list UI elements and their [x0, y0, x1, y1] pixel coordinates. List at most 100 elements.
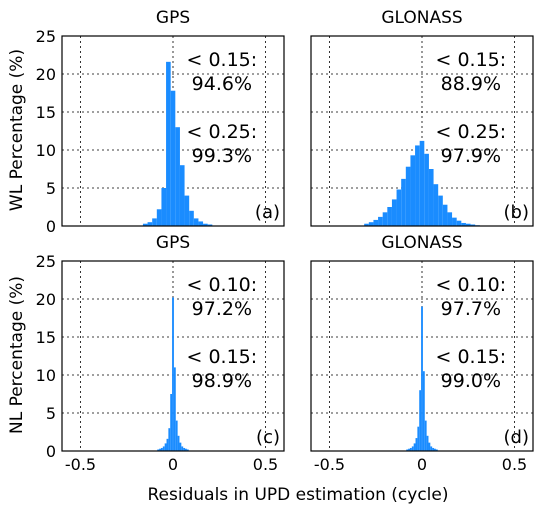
- bar: [160, 447, 163, 451]
- bar: [426, 435, 429, 451]
- bar: [175, 127, 180, 226]
- bar: [391, 199, 397, 226]
- annotation-threshold: < 0.15:: [436, 346, 507, 368]
- panel-tag: (a): [255, 202, 280, 223]
- panel-a: GPS < 0.15:94.6% < 0.25:99.3% (a) 0 5 10 15 20 25: [36, 8, 285, 236]
- annotation-percentage: 97.7%: [441, 298, 501, 320]
- y-tick-label: 15: [36, 328, 56, 347]
- y-tick-label: 20: [36, 65, 56, 84]
- bar: [203, 223, 208, 226]
- bar: [368, 222, 374, 226]
- bar: [152, 218, 157, 226]
- annotation-percentage: 97.9%: [441, 145, 501, 167]
- bar: [417, 426, 420, 451]
- y-tick-label: 20: [36, 290, 56, 309]
- bar: [179, 165, 185, 226]
- annotation-threshold: < 0.15:: [187, 346, 258, 368]
- bar: [185, 448, 187, 451]
- bar: [181, 446, 184, 451]
- bar: [159, 448, 161, 451]
- plot-frame: [310, 260, 534, 452]
- bar: [405, 166, 411, 226]
- bar: [415, 145, 420, 226]
- bar: [438, 195, 443, 226]
- panel-c: GPS < 0.10:97.2% < 0.15:98.9% (c) 0 5 10 15 20 25…: [36, 233, 285, 474]
- bar: [413, 443, 416, 451]
- panel-b: GLONASS < 0.15:88.9% < 0.25:97.9% (b): [310, 8, 534, 227]
- bar: [378, 216, 383, 226]
- panel-tag: (b): [504, 202, 529, 223]
- bar: [166, 438, 169, 451]
- bar: [193, 218, 199, 226]
- bar: [408, 448, 410, 451]
- panel-title: GPS: [156, 233, 190, 253]
- panel-tag: (d): [504, 427, 529, 448]
- panel-title: GLONASS: [381, 233, 462, 253]
- bar: [422, 371, 425, 451]
- bar: [411, 446, 414, 451]
- bar: [183, 447, 186, 451]
- bar: [177, 435, 180, 451]
- panel-title: GLONASS: [381, 8, 462, 28]
- y-tick-label: 25: [36, 252, 56, 271]
- bar: [173, 367, 176, 451]
- panel-tag: (c): [256, 427, 280, 448]
- x-tick-label: -0.5: [314, 455, 345, 474]
- row-ylabel-wl: WL Percentage (%): [7, 49, 27, 211]
- y-tick-label: 25: [36, 27, 56, 46]
- bar: [164, 443, 167, 451]
- annotation-percentage: 88.9%: [441, 73, 501, 95]
- bar: [430, 446, 433, 451]
- bar: [465, 223, 471, 226]
- annotation-percentage: 99.3%: [192, 145, 252, 167]
- annotation-threshold: < 0.25:: [436, 121, 507, 143]
- bar: [186, 449, 189, 451]
- bar: [147, 222, 153, 226]
- bar: [424, 153, 429, 226]
- x-tick-label: 0: [417, 455, 427, 474]
- x-axis-label: Residuals in UPD estimation (cycle): [148, 485, 449, 505]
- row-ylabel-nl: NL Percentage (%): [7, 276, 27, 434]
- bar: [156, 209, 162, 226]
- bar: [157, 449, 160, 451]
- y-tick-label: 5: [46, 179, 56, 198]
- x-tick-label: 0: [168, 455, 178, 474]
- bar: [419, 390, 422, 451]
- bar: [415, 438, 418, 451]
- annotation-threshold: < 0.15:: [187, 49, 258, 71]
- bar: [433, 184, 439, 226]
- annotation-percentage: 94.6%: [192, 73, 252, 95]
- bar: [424, 420, 427, 451]
- bar: [410, 155, 416, 226]
- y-tick-label: 0: [46, 217, 56, 236]
- bar: [207, 224, 213, 226]
- bar: [447, 212, 453, 226]
- bar: [456, 220, 462, 226]
- plot-frame: [310, 35, 534, 227]
- bar: [470, 224, 476, 226]
- annotation-percentage: 98.9%: [192, 370, 252, 392]
- bar: [419, 140, 425, 226]
- bar: [184, 195, 190, 226]
- plot-frame: [61, 260, 285, 452]
- bar: [382, 212, 388, 226]
- bar: [434, 448, 436, 451]
- bar: [406, 449, 409, 451]
- annotation-percentage: 97.2%: [192, 298, 252, 320]
- y-tick-label: 10: [36, 141, 56, 160]
- bar: [364, 223, 369, 226]
- bar: [409, 447, 412, 451]
- bar: [162, 446, 165, 451]
- panel-d: GLONASS < 0.10:97.7% < 0.15:99.0% (d) -0.5 0 0…: [310, 233, 534, 474]
- bar: [396, 189, 402, 226]
- bar: [161, 188, 167, 226]
- x-tick-label: 0.5: [253, 455, 278, 474]
- bar: [461, 222, 466, 226]
- annotation-threshold: < 0.10:: [436, 274, 507, 296]
- bar: [432, 447, 435, 451]
- annotation-threshold: < 0.10:: [187, 274, 258, 296]
- bar: [452, 217, 457, 226]
- bar: [189, 210, 194, 226]
- bar: [170, 394, 173, 451]
